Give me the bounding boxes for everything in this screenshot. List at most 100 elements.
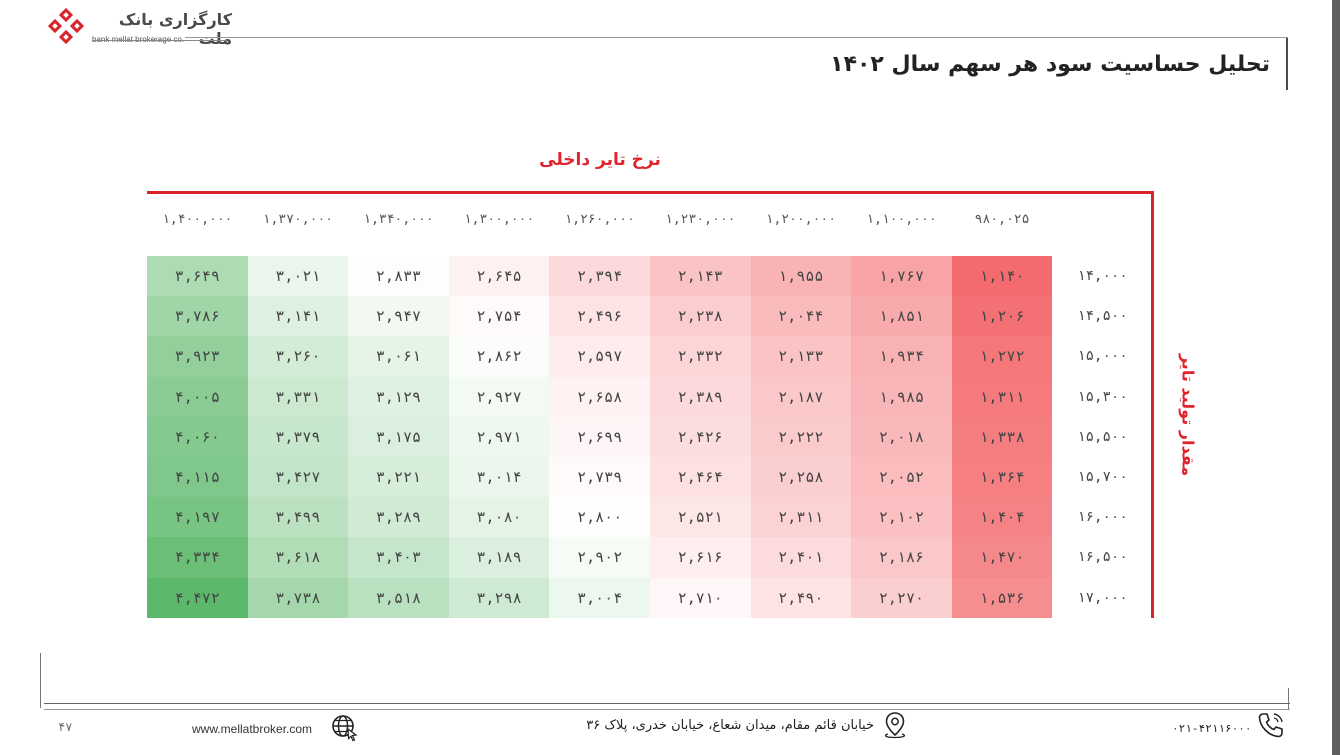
heatmap-cell: ۲,۲۵۸ (750, 456, 852, 498)
heatmap-cell: ۴,۱۹۷ (147, 497, 248, 538)
heatmap-cell: ۴,۳۳۴ (147, 537, 248, 578)
heatmap-cell: ۲,۲۲۲ (750, 416, 852, 457)
heatmap-cell: ۳,۱۲۹ (348, 376, 449, 417)
table-row: ۴,۳۳۴ ۳,۶۱۸ ۳,۴۰۳ ۳,۱۸۹ ۲,۹۰۲ ۲,۶۱۶ ۲,۴۰۱ ۲,۱۸۶… (147, 537, 1053, 578)
heatmap-cell: ۲,۸۳۳ (348, 256, 449, 297)
row-header: ۱۵,۷۰۰ (1077, 469, 1128, 486)
footer-divider-left (40, 653, 41, 708)
heatmap-cell: ۲,۴۶۴ (649, 456, 751, 498)
heatmap-cell: ۲,۴۹۰ (750, 577, 852, 618)
heatmap-cell: ۲,۰۱۸ (851, 416, 952, 457)
column-header: ۹۸۰,۰۲۵ (974, 212, 1030, 227)
heatmap-cell: ۱,۹۸۵ (851, 376, 952, 417)
title-frame-top (185, 37, 1288, 38)
heatmap-cell: ۱,۳۳۸ (951, 416, 1053, 457)
column-header: ۱,۴۰۰,۰۰۰ (162, 212, 233, 227)
heatmap-cell: ۲,۴۹۶ (549, 296, 650, 337)
heatmap-cell: ۲,۱۰۲ (851, 497, 952, 538)
footer-rule (44, 703, 1290, 704)
heatmap-cell: ۳,۷۸۶ (147, 296, 248, 337)
table-row: ۴,۴۷۲ ۳,۷۳۸ ۳,۵۱۸ ۳,۲۹۸ ۳,۰۰۴ ۲,۷۱۰ ۲,۴۹۰ ۲,۲۷۰… (147, 577, 1053, 618)
heatmap-cell: ۱,۵۳۶ (951, 577, 1053, 618)
heatmap-cell: ۲,۶۹۹ (549, 416, 650, 457)
heatmap-cell: ۴,۰۰۵ (147, 376, 248, 417)
heatmap-cell: ۲,۶۴۵ (448, 256, 550, 297)
heatmap-cell: ۲,۰۴۴ (750, 296, 852, 337)
table-row: ۳,۶۴۹ ۳,۰۲۱ ۲,۸۳۳ ۲,۶۴۵ ۲,۳۹۴ ۲,۱۴۳ ۱,۹۵۵ ۱,۷۶۷… (147, 256, 1053, 297)
row-header: ۱۶,۵۰۰ (1077, 549, 1128, 566)
table-frame-top (147, 191, 1154, 194)
heatmap-cell: ۲,۱۸۷ (750, 376, 852, 417)
table-row: ۴,۱۹۷ ۳,۴۹۹ ۳,۲۸۹ ۳,۰۸۰ ۲,۸۰۰ ۲,۵۲۱ ۲,۳۱۱ ۲,۱۰۲… (147, 497, 1053, 538)
heatmap-cell: ۲,۱۸۶ (851, 537, 952, 578)
heatmap-cell: ۲,۹۲۷ (448, 376, 550, 417)
heatmap-cell: ۱,۲۷۲ (951, 336, 1053, 377)
column-header: ۱,۳۷۰,۰۰۰ (262, 212, 334, 227)
brand-name-fa: کارگزاری بانک ملت (118, 10, 232, 48)
table-row: ۴,۱۱۵ ۳,۴۲۷ ۳,۲۲۱ ۳,۰۱۴ ۲,۷۳۹ ۲,۴۶۴ ۲,۲۵۸ ۲,۰۵۲… (147, 456, 1053, 498)
heatmap-cell: ۲,۴۰۱ (750, 537, 852, 578)
heatmap-cell: ۳,۴۲۷ (247, 456, 349, 498)
row-header: ۱۶,۰۰۰ (1077, 509, 1128, 526)
heatmap-cell: ۳,۴۰۳ (348, 537, 449, 578)
heatmap-cell: ۲,۸۶۲ (448, 336, 550, 377)
heatmap-cell: ۲,۴۲۶ (649, 416, 751, 457)
heatmap-cell: ۳,۰۰۴ (549, 577, 650, 618)
heatmap-cell: ۱,۲۰۶ (951, 296, 1053, 337)
heatmap-cell: ۱,۳۶۴ (951, 456, 1053, 498)
heatmap-cell: ۳,۶۱۸ (247, 537, 349, 578)
heatmap-cell: ۳,۶۴۹ (147, 256, 248, 297)
heatmap-cell: ۲,۲۷۰ (851, 577, 952, 618)
heatmap-cell: ۳,۱۷۵ (348, 416, 449, 457)
table-row: ۳,۷۸۶ ۳,۱۴۱ ۲,۹۴۷ ۲,۷۵۴ ۲,۴۹۶ ۲,۲۳۸ ۲,۰۴۴ ۱,۸۵۱… (147, 296, 1053, 337)
heatmap-cell: ۲,۲۳۸ (649, 296, 751, 337)
heatmap-cell: ۲,۹۰۲ (549, 537, 650, 578)
column-header: ۱,۱۰۰,۰۰۰ (866, 212, 937, 227)
heatmap-cell: ۲,۹۷۱ (448, 416, 550, 457)
row-header: ۱۴,۰۰۰ (1077, 268, 1128, 285)
heatmap-cell: ۳,۲۹۸ (448, 577, 550, 618)
heatmap-cell: ۱,۹۳۴ (851, 336, 952, 377)
column-headers: ۱,۴۰۰,۰۰۰ ۱,۳۷۰,۰۰۰ ۱,۳۴۰,۰۰۰ ۱,۳۰۰,۰۰۰ … (147, 212, 1053, 238)
table-row: ۴,۰۰۵ ۳,۳۳۱ ۳,۱۲۹ ۲,۹۲۷ ۲,۶۵۸ ۲,۳۸۹ ۲,۱۸۷ ۱,۹۸۵… (147, 376, 1053, 417)
heatmap-cell: ۲,۰۵۲ (851, 456, 952, 498)
heatmap-cell: ۳,۳۷۹ (247, 416, 349, 457)
heatmap-cell: ۲,۹۴۷ (348, 296, 449, 337)
heatmap-cell: ۲,۷۳۹ (549, 456, 650, 498)
row-axis-label: مقدار تولید تایر (1168, 290, 1208, 540)
heatmap-cell: ۲,۵۲۱ (649, 497, 751, 538)
row-header: ۱۵,۳۰۰ (1077, 388, 1128, 405)
footer-divider-right (1288, 688, 1289, 710)
heatmap-cell: ۱,۳۱۱ (951, 376, 1053, 417)
heatmap-cell: ۲,۵۹۷ (549, 336, 650, 377)
page-number: ۴۷ (58, 720, 73, 734)
heatmap-cell: ۲,۱۳۳ (750, 336, 852, 377)
row-header: ۱۵,۵۰۰ (1077, 428, 1128, 445)
heatmap-cell: ۲,۳۱۱ (750, 497, 852, 538)
bank-mellat-logo-icon (47, 8, 85, 45)
table-row: ۳,۹۲۳ ۳,۲۶۰ ۳,۰۶۱ ۲,۸۶۲ ۲,۵۹۷ ۲,۳۳۲ ۲,۱۳۳ ۱,۹۳۴… (147, 336, 1053, 377)
row-header: ۱۴,۵۰۰ (1077, 308, 1128, 325)
column-axis-label: نرخ تایر داخلی (539, 150, 661, 170)
heatmap-cell: ۲,۷۵۴ (448, 296, 550, 337)
brand-name-en: bank mellat brokerage co. (92, 35, 272, 44)
heatmap-cell: ۲,۳۹۴ (549, 256, 650, 297)
heatmap-cell: ۳,۰۱۴ (448, 456, 550, 498)
heatmap-cell: ۱,۱۴۰ (951, 256, 1053, 297)
website-link[interactable]: www.mellatbroker.com (192, 722, 313, 736)
heatmap-cell: ۲,۶۵۸ (549, 376, 650, 417)
globe-icon (332, 715, 358, 742)
title-frame-side (1286, 38, 1288, 90)
heatmap-cell: ۳,۲۶۰ (247, 336, 349, 377)
column-header: ۱,۳۴۰,۰۰۰ (363, 212, 434, 227)
heatmap-cell: ۲,۶۱۶ (649, 537, 751, 578)
heatmap-cell: ۱,۴۷۰ (951, 537, 1053, 578)
column-header: ۱,۲۰۰,۰۰۰ (765, 212, 837, 227)
row-headers: ۱۴,۰۰۰ ۱۴,۵۰۰ ۱۵,۰۰۰ ۱۵,۳۰۰ ۱۵,۵۰۰ ۱۵,۷۰… (1060, 256, 1145, 618)
heatmap-cell: ۴,۴۷۲ (147, 577, 248, 618)
heatmap-cell: ۳,۴۹۹ (247, 497, 349, 538)
heatmap-cell: ۳,۰۸۰ (448, 497, 550, 538)
heatmap-cell: ۳,۳۳۱ (247, 376, 349, 417)
column-header: ۱,۲۶۰,۰۰۰ (564, 212, 635, 227)
footer-rule (44, 709, 1290, 710)
